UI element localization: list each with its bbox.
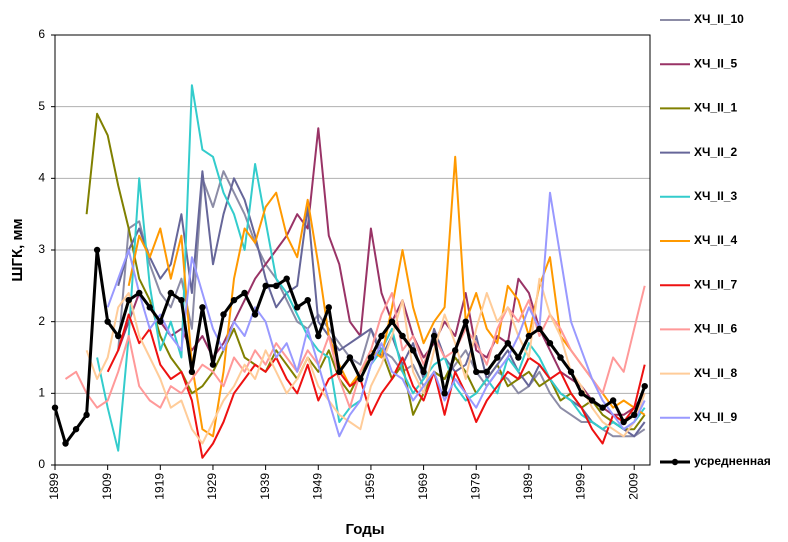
data-point bbox=[420, 368, 427, 376]
y-tick-label: 2 bbox=[38, 314, 45, 328]
legend-label: усредненная bbox=[694, 454, 771, 468]
data-point bbox=[125, 296, 132, 304]
legend-label: ХЧ_II_1 bbox=[694, 101, 737, 115]
x-axis-title: Годы bbox=[345, 521, 384, 538]
data-point bbox=[336, 368, 343, 376]
data-point bbox=[641, 382, 648, 390]
x-tick-label: 1949 bbox=[310, 473, 324, 500]
data-point bbox=[546, 339, 554, 347]
data-point bbox=[262, 282, 269, 290]
data-point bbox=[241, 289, 248, 297]
data-point bbox=[599, 404, 606, 411]
legend-label: ХЧ_II_9 bbox=[694, 410, 737, 424]
x-tick-label: 1909 bbox=[100, 473, 114, 500]
series-line bbox=[85, 277, 646, 445]
data-point bbox=[294, 304, 301, 311]
x-tick-label: 1999 bbox=[574, 473, 588, 500]
data-point bbox=[304, 296, 311, 304]
series-line bbox=[127, 155, 646, 438]
data-point bbox=[536, 325, 543, 333]
data-point bbox=[567, 368, 575, 376]
data-point bbox=[378, 332, 385, 340]
data-point bbox=[451, 347, 459, 354]
data-point bbox=[462, 318, 469, 325]
x-tick-label: 1989 bbox=[521, 473, 535, 500]
data-point bbox=[473, 368, 480, 376]
legend-marker bbox=[671, 458, 679, 466]
data-point bbox=[62, 440, 69, 447]
legend-label: ХЧ_II_7 bbox=[694, 277, 737, 291]
data-point bbox=[494, 354, 501, 361]
plot-frame bbox=[54, 34, 651, 466]
x-tick-label: 1899 bbox=[47, 473, 61, 500]
data-point bbox=[104, 318, 111, 325]
data-point bbox=[388, 318, 396, 325]
data-point bbox=[620, 418, 627, 426]
data-point bbox=[557, 354, 564, 361]
legend-label: ХЧ_II_6 bbox=[694, 322, 737, 336]
y-tick-label: 0 bbox=[38, 457, 45, 471]
data-point bbox=[609, 397, 617, 404]
data-point bbox=[399, 332, 406, 340]
y-axis-title: ШГК, мм bbox=[9, 218, 26, 281]
data-point bbox=[146, 304, 153, 311]
data-point bbox=[114, 332, 122, 340]
data-point bbox=[272, 282, 280, 290]
series-line bbox=[64, 285, 646, 409]
data-point bbox=[578, 390, 585, 397]
legend-label: ХЧ_II_8 bbox=[694, 366, 737, 380]
data-point bbox=[483, 368, 490, 376]
data-point bbox=[72, 425, 80, 433]
y-tick-label: 3 bbox=[38, 242, 45, 256]
series-line bbox=[106, 191, 646, 438]
data-point bbox=[157, 318, 164, 325]
data-point bbox=[283, 275, 290, 282]
legend-label: ХЧ_II_10 bbox=[694, 12, 744, 26]
y-tick-label: 1 bbox=[38, 386, 45, 400]
y-tick-label: 4 bbox=[38, 171, 45, 185]
data-point bbox=[325, 304, 333, 311]
series-line bbox=[117, 127, 646, 416]
data-point bbox=[430, 332, 438, 340]
legend-label: ХЧ_II_5 bbox=[694, 56, 737, 70]
data-point bbox=[209, 361, 217, 368]
legend-label: ХЧ_II_2 bbox=[694, 145, 737, 159]
x-tick-label: 1979 bbox=[468, 473, 482, 500]
data-point bbox=[188, 368, 196, 376]
data-point bbox=[315, 332, 322, 340]
data-point bbox=[230, 296, 238, 304]
x-tick-label: 1919 bbox=[152, 473, 166, 500]
x-tick-label: 1939 bbox=[258, 473, 272, 500]
data-point bbox=[588, 397, 596, 404]
data-point bbox=[178, 296, 185, 304]
x-tick-label: 2009 bbox=[626, 473, 640, 500]
data-point bbox=[167, 289, 175, 297]
data-point bbox=[199, 304, 206, 311]
legend-label: ХЧ_II_4 bbox=[694, 233, 737, 247]
data-point bbox=[93, 246, 101, 254]
data-point bbox=[525, 332, 533, 340]
x-tick-label: 1969 bbox=[416, 473, 430, 500]
data-point bbox=[367, 354, 375, 361]
data-point bbox=[220, 311, 227, 318]
data-point bbox=[441, 390, 448, 397]
series-line bbox=[106, 313, 646, 459]
data-point bbox=[515, 354, 522, 361]
y-tick-label: 5 bbox=[38, 99, 45, 113]
y-tick-label: 6 bbox=[38, 27, 45, 41]
data-point bbox=[409, 347, 417, 354]
data-point bbox=[83, 411, 90, 419]
data-point bbox=[251, 311, 259, 318]
x-tick-label: 1959 bbox=[363, 473, 377, 500]
x-tick-label: 1929 bbox=[205, 473, 219, 500]
data-point bbox=[346, 354, 354, 361]
data-point bbox=[357, 375, 364, 383]
legend-label: ХЧ_II_3 bbox=[694, 189, 737, 203]
data-point bbox=[631, 411, 638, 419]
data-point bbox=[51, 404, 59, 411]
data-point bbox=[504, 339, 512, 347]
data-point bbox=[136, 289, 143, 297]
